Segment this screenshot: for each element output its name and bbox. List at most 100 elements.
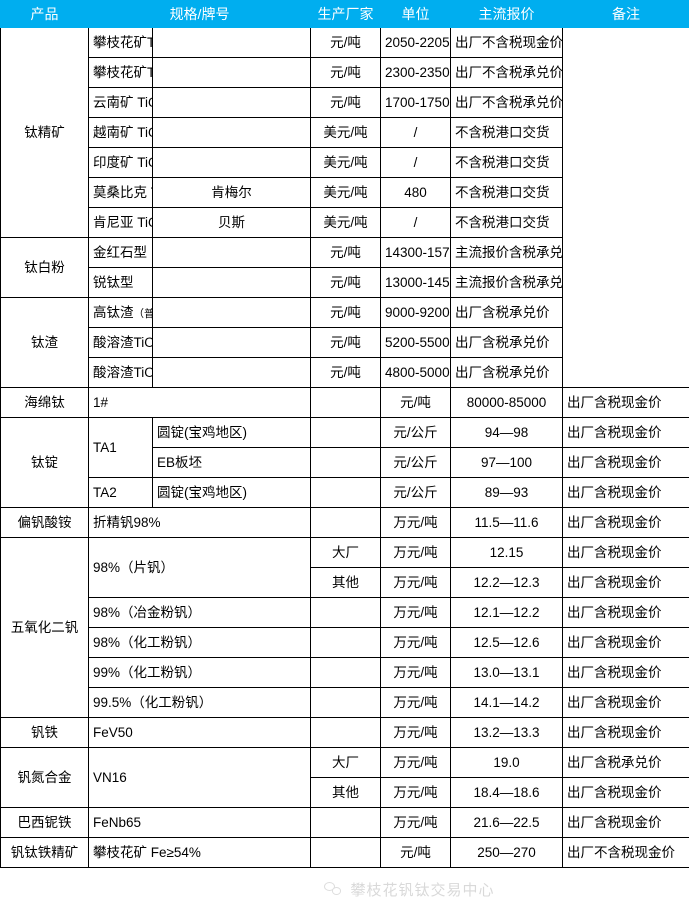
cell-price: 12.15 xyxy=(451,538,563,568)
cell-remark: 出厂含税现金价 xyxy=(563,448,689,478)
price-quotation-table: 产品 规格/牌号 生产厂家 单位 主流报价 备注 钛精矿攀枝花矿TiO2≥46%… xyxy=(0,0,689,868)
cell-remark: 出厂不含税承兑价 xyxy=(451,58,563,88)
cell-manufacturer xyxy=(311,508,381,538)
cell-manufacturer xyxy=(311,658,381,688)
cell-price: 12.2—12.3 xyxy=(451,568,563,598)
cell-spec: EB板坯 xyxy=(153,448,311,478)
cell-remark: 不含税港口交货 xyxy=(451,118,563,148)
cell-spec: 圆锭(宝鸡地区) xyxy=(153,478,311,508)
cell-spec: 折精钒98% xyxy=(89,508,311,538)
cell-manufacturer xyxy=(153,118,311,148)
cell-remark: 主流报价含税承兑 xyxy=(451,268,563,298)
cell-price: / xyxy=(381,148,451,178)
cell-product: 钛白粉 xyxy=(1,238,89,298)
cell-manufacturer xyxy=(153,298,311,328)
cell-manufacturer: 大厂 xyxy=(311,748,381,778)
cell-product: 钛精矿 xyxy=(1,28,89,238)
cell-manufacturer xyxy=(311,478,381,508)
cell-manufacturer xyxy=(311,628,381,658)
cell-manufacturer xyxy=(311,688,381,718)
cell-product: 钒铁 xyxy=(1,718,89,748)
cell-remark: 出厂含税现金价 xyxy=(563,718,689,748)
cell-unit: 美元/吨 xyxy=(311,208,381,238)
cell-unit: 元/吨 xyxy=(381,388,451,418)
cell-remark: 出厂不含税现金价 xyxy=(563,838,689,868)
cell-remark: 不含税港口交货 xyxy=(451,148,563,178)
cell-price: 11.5—11.6 xyxy=(451,508,563,538)
cell-spec: 高钛渣（普通钙镁）TiO2 ≥90% xyxy=(89,298,153,328)
cell-manufacturer: 肯梅尔 xyxy=(153,178,311,208)
column-header-price: 主流报价 xyxy=(451,1,563,28)
cell-spec: 98%（片钒） xyxy=(89,538,311,598)
cell-product: 钒钛铁精矿 xyxy=(1,838,89,868)
cell-unit: 元/吨 xyxy=(311,298,381,328)
column-header-product: 产品 xyxy=(1,1,89,28)
cell-unit: 万元/吨 xyxy=(381,658,451,688)
cell-remark: 主流报价含税承兑 xyxy=(451,238,563,268)
cell-unit: 元/吨 xyxy=(311,88,381,118)
cell-spec: 99%（化工粉钒） xyxy=(89,658,311,688)
cell-spec: FeV50 xyxy=(89,718,311,748)
cell-manufacturer: 其他 xyxy=(311,778,381,808)
cell-manufacturer xyxy=(153,88,311,118)
cell-price: 2050-2205 xyxy=(381,28,451,58)
cell-remark: 出厂含税现金价 xyxy=(563,778,689,808)
cell-remark: 出厂含税现金价 xyxy=(563,658,689,688)
cell-remark: 出厂含税承兑价 xyxy=(451,328,563,358)
cell-grade: TA1 xyxy=(89,418,153,478)
wechat-icon xyxy=(324,882,343,897)
cell-product: 钛渣 xyxy=(1,298,89,388)
cell-unit: 元/吨 xyxy=(311,358,381,388)
cell-price: 14.1—14.2 xyxy=(451,688,563,718)
cell-manufacturer xyxy=(311,718,381,748)
cell-unit: 万元/吨 xyxy=(381,718,451,748)
cell-remark: 出厂含税现金价 xyxy=(563,568,689,598)
cell-price: 5200-5500 xyxy=(381,328,451,358)
column-header-spec: 规格/牌号 xyxy=(89,1,311,28)
cell-price: 19.0 xyxy=(451,748,563,778)
cell-manufacturer xyxy=(153,28,311,58)
cell-remark: 出厂含税承兑价 xyxy=(563,748,689,778)
cell-spec: 锐钛型 xyxy=(89,268,153,298)
cell-manufacturer xyxy=(311,448,381,478)
cell-spec: 肯尼亚 TiO2≥49% xyxy=(89,208,153,238)
cell-spec: 98%（化工粉钒） xyxy=(89,628,311,658)
cell-manufacturer xyxy=(311,808,381,838)
cell-manufacturer xyxy=(153,58,311,88)
cell-price: 21.6—22.5 xyxy=(451,808,563,838)
cell-unit: 万元/吨 xyxy=(381,538,451,568)
cell-price: 2300-2350 xyxy=(381,58,451,88)
table-row: 印度矿 TiO2≥50%美元/吨/不含税港口交货 xyxy=(1,148,689,178)
cell-remark: 出厂含税现金价 xyxy=(563,418,689,448)
cell-manufacturer xyxy=(153,328,311,358)
cell-price: 14300-15700 xyxy=(381,238,451,268)
cell-grade: TA2 xyxy=(89,478,153,508)
cell-price: 89—93 xyxy=(451,478,563,508)
cell-spec: 酸溶渣TiO2≥74%(滇） xyxy=(89,358,153,388)
cell-manufacturer xyxy=(153,268,311,298)
cell-spec: 攀枝花矿 Fe≥54% xyxy=(89,838,311,868)
cell-manufacturer xyxy=(311,838,381,868)
cell-unit: 万元/吨 xyxy=(381,778,451,808)
cell-unit: 元/公斤 xyxy=(381,478,451,508)
cell-price: 13.0—13.1 xyxy=(451,658,563,688)
cell-spec: 1# xyxy=(89,388,311,418)
cell-remark: 出厂含税现金价 xyxy=(563,508,689,538)
cell-remark: 不含税港口交货 xyxy=(451,208,563,238)
cell-price: 4800-5000 xyxy=(381,358,451,388)
cell-unit: 万元/吨 xyxy=(381,748,451,778)
cell-spec: 印度矿 TiO2≥50% xyxy=(89,148,153,178)
cell-spec: 酸溶渣TiO2≥74%(川） xyxy=(89,328,153,358)
cell-spec: 金红石型（硫酸法） xyxy=(89,238,153,268)
cell-remark: 出厂含税现金价 xyxy=(563,598,689,628)
column-header-remark: 备注 xyxy=(563,1,689,28)
table-row: 钛精矿攀枝花矿TiO2≥46%，10低磷矿元/吨2050-2205出厂不含税现金… xyxy=(1,28,689,58)
cell-product: 巴西铌铁 xyxy=(1,808,89,838)
